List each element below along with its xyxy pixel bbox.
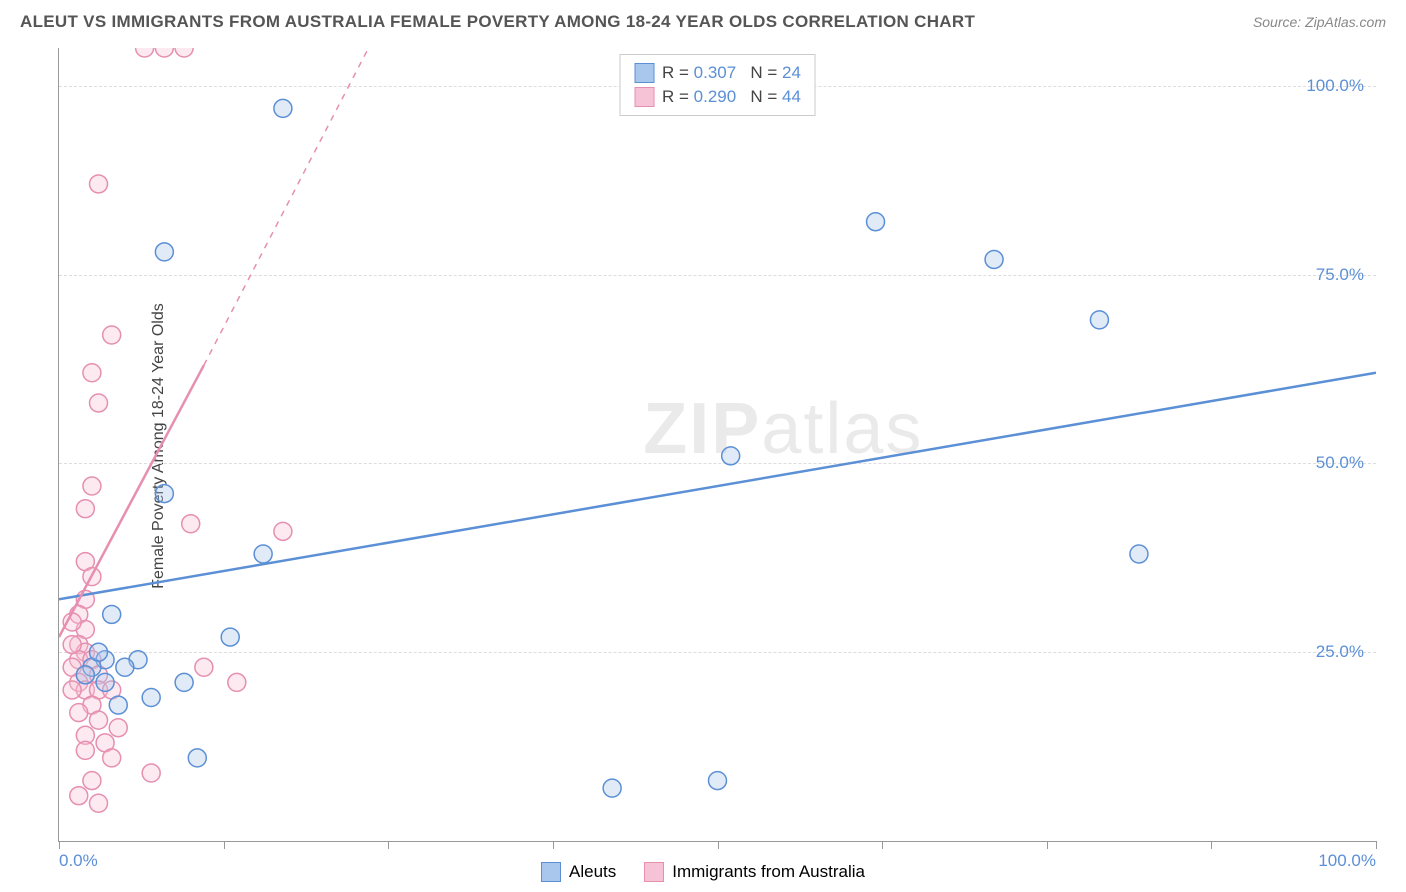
x-tick-mark [388,841,389,849]
legend-bottom: Aleuts Immigrants from Australia [541,862,865,882]
x-tick-mark [1376,841,1377,849]
data-point [63,636,81,654]
x-tick-mark [1211,841,1212,849]
trend-line [59,373,1376,600]
data-point [109,719,127,737]
data-point [221,628,239,646]
x-tick-label: 100.0% [1318,851,1376,871]
data-point [228,673,246,691]
data-point [103,749,121,767]
x-tick-mark [59,841,60,849]
legend-row: R = 0.307 N = 24 [634,61,801,85]
legend-stats: R = 0.290 N = 44 [662,87,801,107]
data-point [155,485,173,503]
data-point [83,477,101,495]
data-point [155,243,173,261]
data-point [96,673,114,691]
data-point [136,48,154,57]
legend-row: R = 0.290 N = 44 [634,85,801,109]
x-tick-label: 0.0% [59,851,98,871]
data-point [1130,545,1148,563]
data-point [175,48,193,57]
swatch-immigrants [644,862,664,882]
legend-stats: R = 0.307 N = 24 [662,63,801,83]
data-point [142,764,160,782]
legend-label-immigrants: Immigrants from Australia [672,862,865,882]
data-point [603,779,621,797]
data-point [76,666,94,684]
plot-area: ZIPatlas 25.0%50.0%75.0%100.0%0.0%100.0%… [58,48,1376,842]
data-point [90,711,108,729]
chart-title: ALEUT VS IMMIGRANTS FROM AUSTRALIA FEMAL… [20,12,975,32]
legend-item-immigrants: Immigrants from Australia [644,862,865,882]
data-point [76,500,94,518]
swatch-aleuts [541,862,561,882]
data-point [867,213,885,231]
chart-container: ZIPatlas 25.0%50.0%75.0%100.0%0.0%100.0%… [58,48,1376,842]
data-point [175,673,193,691]
data-point [103,326,121,344]
data-point [83,364,101,382]
data-point [985,250,1003,268]
data-point [90,175,108,193]
legend-top: R = 0.307 N = 24 R = 0.290 N = 44 [619,54,816,116]
data-point [188,749,206,767]
x-tick-mark [224,841,225,849]
legend-item-aleuts: Aleuts [541,862,616,882]
source-label: Source: ZipAtlas.com [1253,14,1386,30]
data-point [63,681,81,699]
data-point [70,704,88,722]
x-tick-mark [553,841,554,849]
data-point [1090,311,1108,329]
data-point [70,787,88,805]
legend-swatch [634,63,654,83]
data-point [76,741,94,759]
data-point [90,394,108,412]
data-point [195,658,213,676]
data-point [254,545,272,563]
data-point [109,696,127,714]
data-point [90,794,108,812]
data-point [274,99,292,117]
legend-swatch [634,87,654,107]
data-point [116,658,134,676]
data-point [722,447,740,465]
data-point [709,772,727,790]
data-point [90,643,108,661]
data-point [103,605,121,623]
legend-label-aleuts: Aleuts [569,862,616,882]
data-point [155,48,173,57]
data-point [83,772,101,790]
data-point [274,522,292,540]
x-tick-mark [882,841,883,849]
trend-line-dashed [204,48,369,365]
x-tick-mark [1047,841,1048,849]
scatter-plot [59,48,1376,841]
x-tick-mark [718,841,719,849]
data-point [142,689,160,707]
data-point [182,515,200,533]
